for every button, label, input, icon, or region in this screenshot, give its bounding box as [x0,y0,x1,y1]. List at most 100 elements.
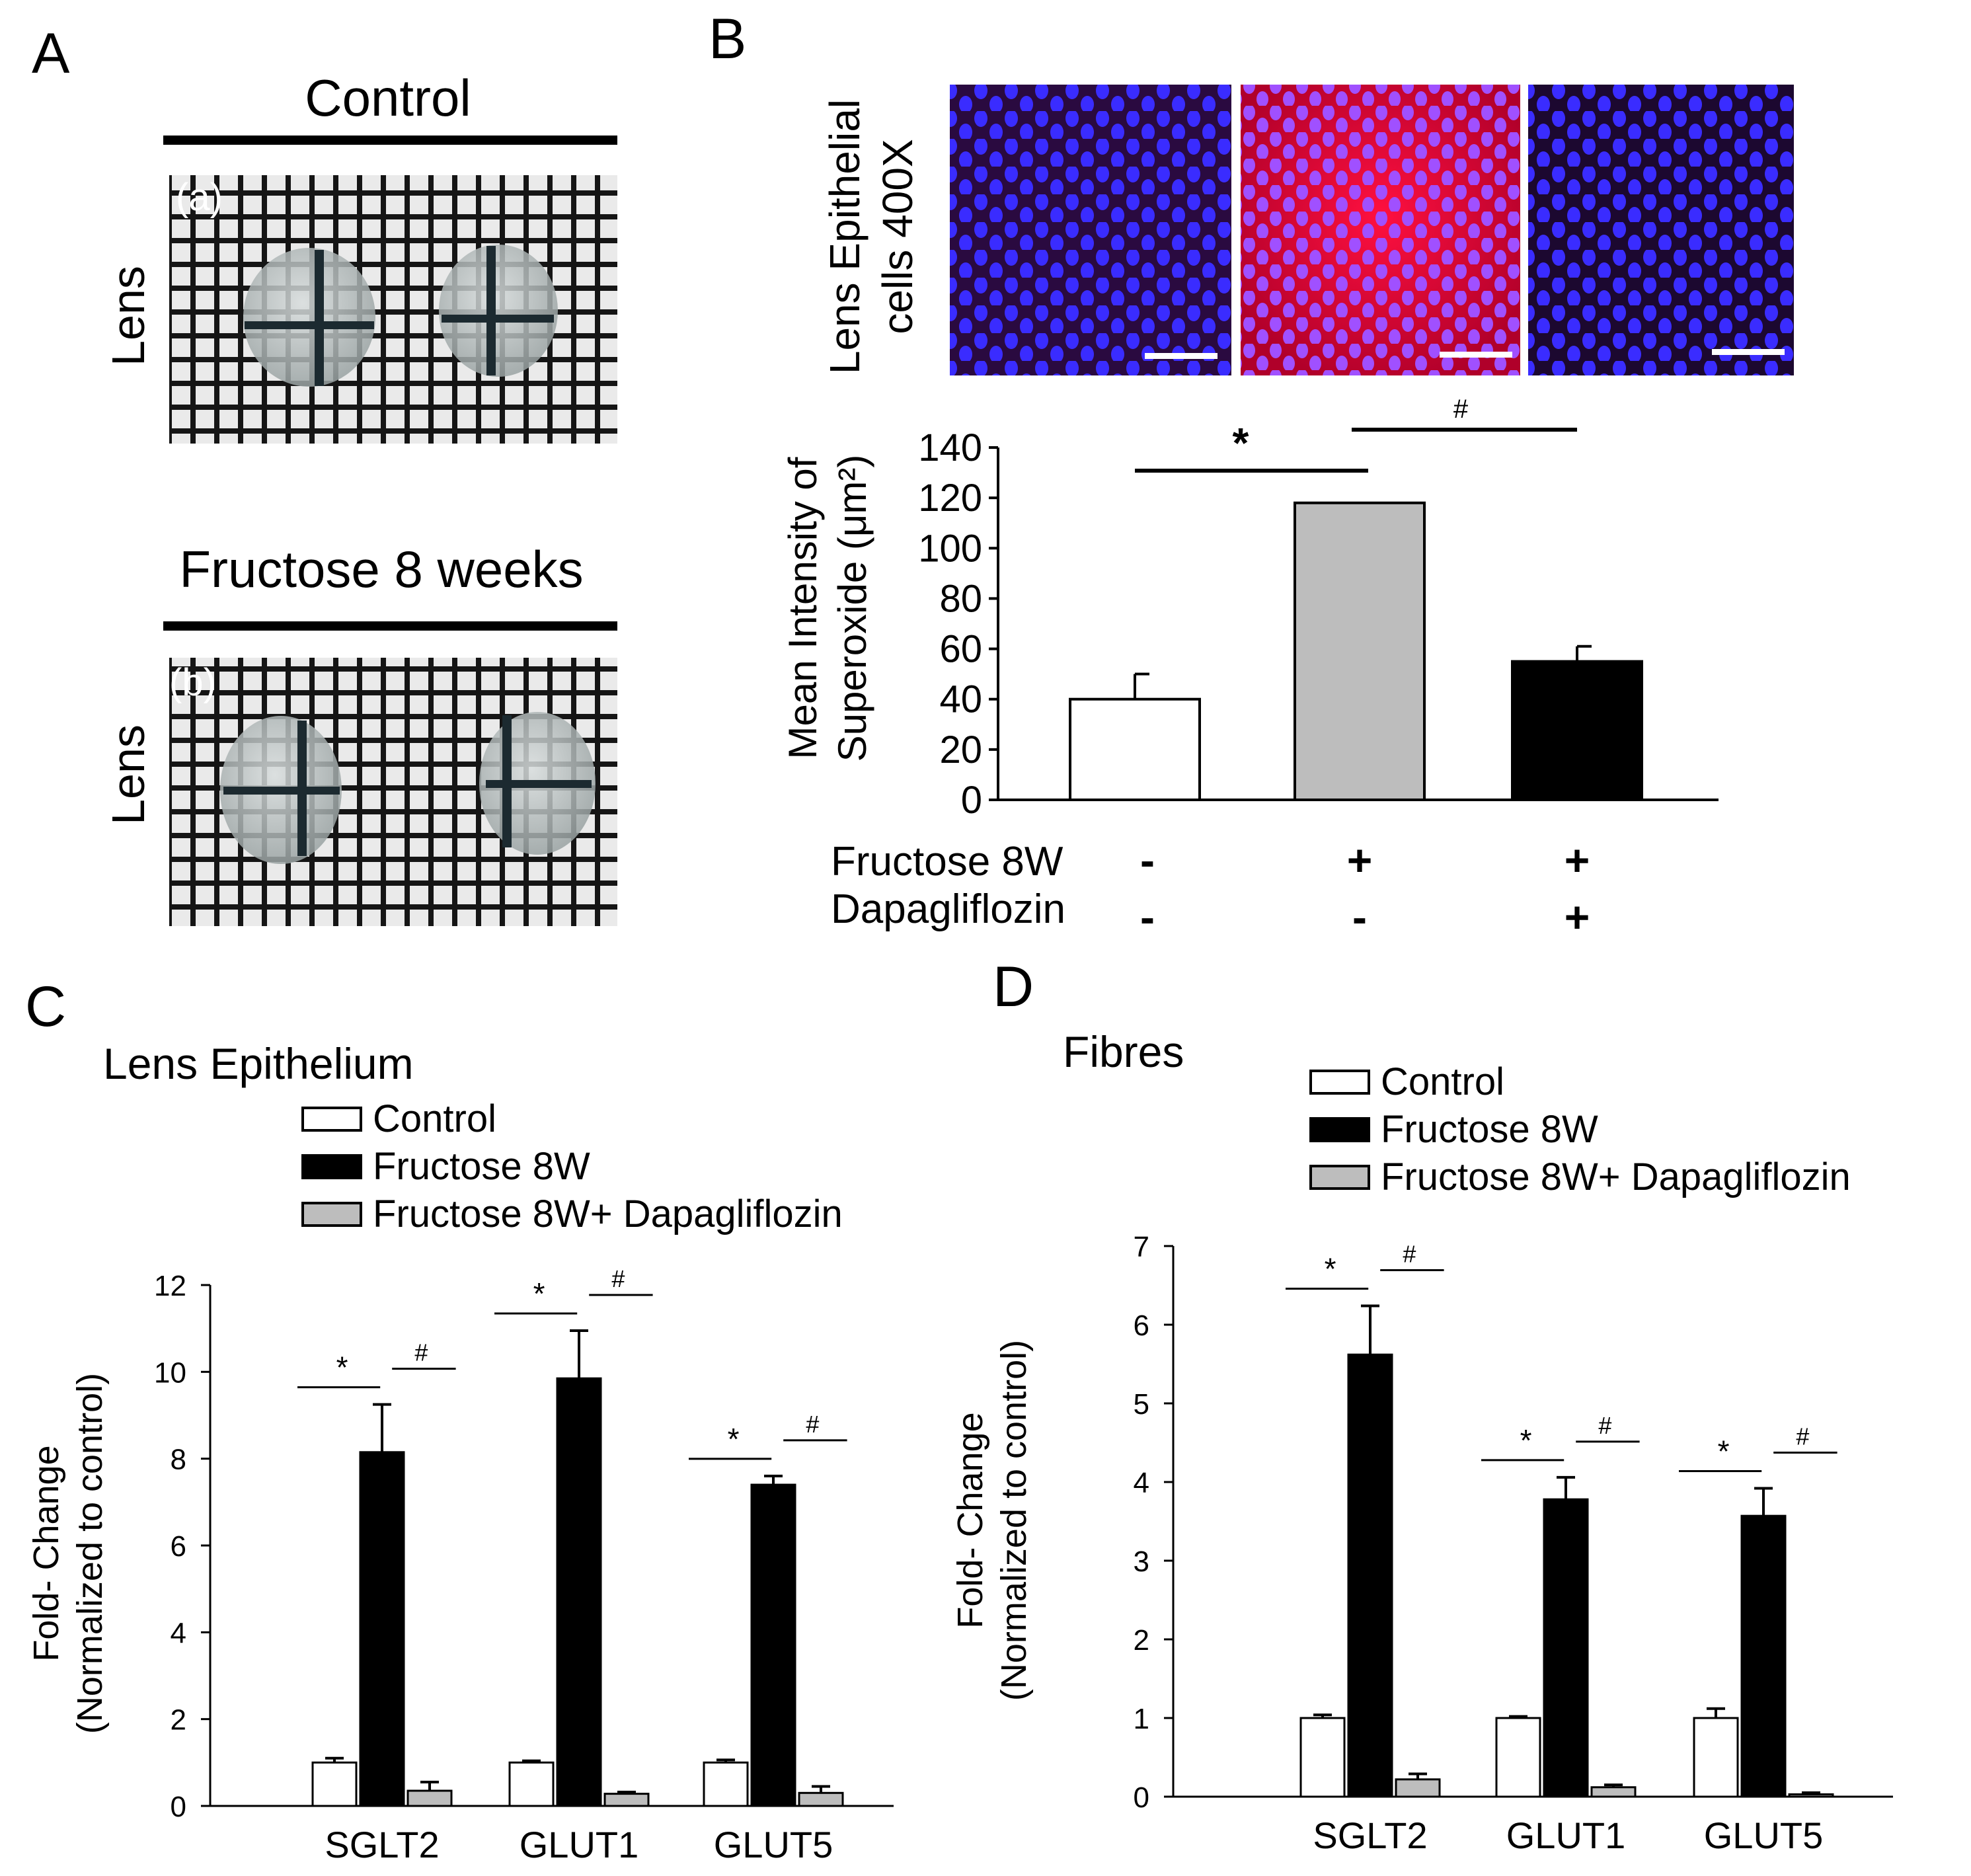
y-tick-label: 3 [1134,1545,1149,1578]
legend-swatch-0 [1309,1070,1370,1095]
lens-left [243,248,375,387]
micrograph-fructose-dapagliflozin [1528,85,1794,375]
x-tick-label-sglt2: SGLT2 [1313,1815,1427,1856]
y-tick-label: 20 [939,728,982,771]
significance-star: * [1233,419,1249,467]
bar-sglt2-1 [359,1451,405,1807]
panel-letter-b: B [709,7,746,71]
x-tick-label-glut5: GLUT5 [714,1824,833,1865]
bar-glut5-0 [1693,1717,1739,1798]
bar-glut5-2 [798,1791,844,1807]
x-tick-label-glut1: GLUT1 [1506,1815,1626,1856]
sign-dapa-fructose: - [1352,892,1367,941]
y-tick-label: 0 [171,1791,186,1823]
y-tick-label: 140 [918,426,982,469]
micrograph-fructose [1241,85,1520,375]
bar-glut5-1 [1740,1514,1787,1798]
legend-label-0: Control [373,1097,496,1140]
y-tick-label: 5 [1134,1388,1149,1421]
micrograph-control [950,85,1231,375]
y-tick-label: 1 [1134,1703,1149,1735]
y-axis-label-line2: (Normalized to control) [70,1373,110,1734]
fructose-title: Fructose 8 weeks [179,540,583,598]
panel-letter-a: A [32,22,70,85]
fructose-title-underline [163,621,617,631]
bar-glut5-2 [1788,1793,1834,1798]
y-tick-label: 120 [918,477,982,520]
row-label-lens-1: Lens [102,266,154,366]
bar-fructose-8w [1294,501,1426,801]
bar-glut1-0 [1495,1717,1541,1798]
y-tick-label: 0 [1134,1781,1149,1814]
lens-photo-fructose: (b) [169,658,617,926]
image-label-line1: Lens Epithelial [821,99,869,374]
y-tick-label: 80 [939,577,982,620]
bar-glut5-1 [750,1483,796,1807]
legend-swatch-1 [301,1154,362,1179]
chart-title: Lens Epithelium [103,1039,414,1088]
sign-dapa-dapa: + [1565,892,1590,941]
control-title: Control [305,69,471,127]
significance-star: * [533,1276,545,1311]
legend-label-2: Fructose 8W+ Dapagliflozin [373,1192,843,1235]
significance-hash: # [1403,1240,1416,1267]
panel-a: A Control (a) Lens Fructose 8 weeks (b) … [32,22,617,926]
y-tick-label: 8 [171,1444,186,1476]
bar-glut5-0 [703,1761,749,1807]
y-axis-label-line1: Fold- Change [950,1412,990,1628]
legend-swatch-2 [301,1202,362,1227]
lens-right [439,245,558,377]
sign-fructose-dapa: + [1565,836,1590,884]
legend-label-1: Fructose 8W [1381,1108,1598,1151]
tag-a: (a) [176,176,223,219]
image-label-line2: cells 400X [874,139,921,334]
y-tick-label: 2 [171,1704,186,1737]
x-tick-label-glut5: GLUT5 [1704,1815,1824,1856]
scale-bar-1 [1145,353,1217,359]
y-tick-label: 6 [171,1530,186,1563]
scale-bar-3 [1712,349,1785,355]
bar-sglt2-1 [1347,1353,1393,1798]
y-tick-label: 40 [939,678,982,721]
legend-swatch-2 [1309,1165,1370,1190]
legend-label-2: Fructose 8W+ Dapagliflozin [1381,1155,1851,1198]
significance-star: * [728,1422,740,1456]
significance-hash: # [611,1265,625,1292]
significance-star: * [336,1350,348,1385]
bar-fructose-8w-dapagliflozin [1511,660,1643,801]
significance-hash: # [806,1411,819,1438]
bar-glut1-1 [1543,1498,1589,1798]
panel-letter-c: C [25,975,66,1038]
x-tick-label-sglt2: SGLT2 [325,1824,439,1865]
control-title-underline [163,136,617,145]
bar-sglt2-2 [406,1789,453,1807]
sign-fructose-fructose: + [1347,836,1373,884]
significance-hash: # [414,1339,428,1366]
tag-b: (b) [169,661,216,704]
bar-glut1-0 [508,1761,555,1807]
lens-photo-control: (a) [169,175,617,444]
panel-letter-d: D [993,955,1034,1019]
panel-b: B Lens Epithelial cells 400X 0 20 40 60 80 10… [709,7,1794,941]
y-axis-label-line1: Fold- Change [26,1445,66,1661]
table-row-label-fructose: Fructose 8W [831,839,1063,884]
chart-superoxide: 0 20 40 60 80 100 120 140 * # Mean Intensity of Sup… [781,395,1719,822]
y-tick-label: 7 [1134,1231,1149,1263]
legend-swatch-1 [1309,1117,1370,1142]
bar-sglt2-2 [1395,1778,1441,1798]
legend-swatch-0 [301,1107,362,1132]
panel-c: C Lens Epithelium Control Fructose 8WFruct… [25,975,894,1865]
legend-label-1: Fructose 8W [373,1145,590,1188]
bar-sglt2-0 [1299,1717,1346,1798]
bar-glut1-2 [603,1793,650,1807]
bar-control [1069,697,1201,801]
y-tick-label: 4 [1134,1467,1149,1499]
sign-dapa-control: - [1140,892,1155,941]
y-axis-label-line2: (Normalized to control) [994,1340,1034,1701]
significance-hash: # [1453,395,1469,424]
y-tick-label: 60 [939,628,982,671]
significance-star: * [1325,1251,1336,1286]
